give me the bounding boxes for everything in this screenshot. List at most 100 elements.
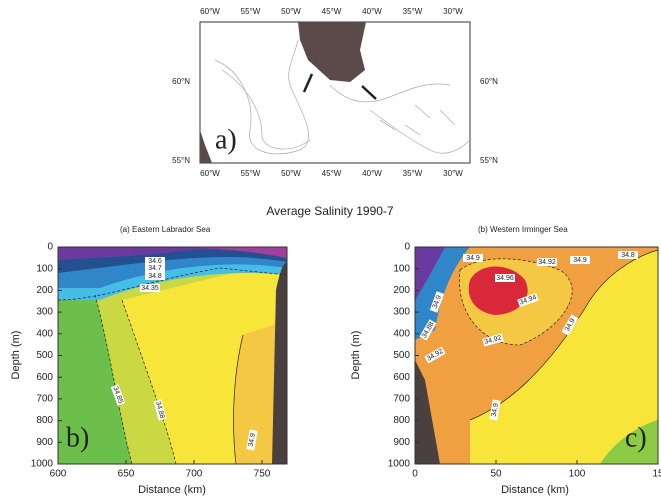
contour-label-bg (489, 399, 501, 421)
contour-label-bg (618, 251, 638, 259)
contour-label: 34.7 (145, 264, 165, 272)
contour-label-bg (424, 346, 446, 364)
contour-label-bg (463, 254, 483, 262)
contour-label-bg (110, 384, 126, 406)
y-axis-label: Depth (m) (10, 331, 22, 380)
y-tick-label: 500 (393, 350, 410, 361)
lon-tick-label: 40°W (362, 169, 382, 178)
contour-label-text: 34.9 (466, 255, 480, 262)
contour-label-text: 34.9 (491, 403, 500, 418)
contour-label-bg (145, 257, 165, 265)
panel-subtitle: (b) Western Irminger Sea (478, 225, 568, 234)
lon-tick-label: 30°W (443, 169, 463, 178)
contour-label-text: 34.8 (148, 273, 162, 280)
contour-label-bg (145, 272, 165, 280)
y-tick-label: 800 (393, 415, 410, 426)
map-label: a) (215, 124, 237, 155)
lat-tick-label: 60°N (480, 77, 498, 86)
lon-tick-label: 55°W (241, 169, 261, 178)
contour-label-bg (482, 333, 504, 347)
contour-label: 34.92 (537, 258, 557, 266)
lon-tick-label: 45°W (322, 7, 342, 16)
y-tick-label: 200 (393, 285, 410, 296)
contour-label-bg (495, 274, 515, 282)
contour-label-bg (429, 291, 445, 313)
contour-label: 34.8 (145, 272, 165, 280)
y-tick-label: 900 (393, 437, 410, 448)
y-tick-label: 400 (393, 328, 410, 339)
contour-label: 34.9 (570, 256, 590, 264)
panel-left: (a) Eastern Labrador Sea b) 34.634.734.8… (10, 225, 288, 496)
lon-tick-label: 35°W (403, 169, 423, 178)
contour-label-text: 34.7 (148, 265, 162, 272)
x-tick-label: 650 (118, 469, 135, 480)
x-axis-label: Distance (km) (501, 484, 569, 496)
contour-label-bg (145, 264, 165, 272)
contour-label-text: 34.92 (538, 259, 556, 266)
lon-tick-label: 60°W (200, 169, 220, 178)
x-tick-label: 100 (569, 469, 586, 480)
y-tick-label: 700 (393, 394, 410, 405)
contour-label-bg (246, 429, 258, 451)
panel-label: c) (625, 422, 647, 453)
map: a) 60°W 60°W 55°W 55°W 50°W 50°W 45°W 45°W 40°W 4… (172, 7, 498, 178)
panel-right: (b) Western Irminger Sea c) 34.9 34.96 34.… (350, 225, 659, 496)
y-tick-label: 0 (47, 242, 53, 253)
x-axis-label: Distance (km) (138, 484, 206, 496)
x-tick-label: 50 (490, 469, 502, 480)
contour-label: 34.6 (145, 257, 165, 265)
y-tick-label: 100 (36, 263, 53, 274)
contour-label-bg (153, 399, 167, 421)
x-tick-label: 15 (652, 469, 661, 480)
y-tick-label: 100 (393, 263, 410, 274)
y-tick-label: 300 (36, 307, 53, 318)
contour-label-bg (140, 284, 160, 292)
contour-label: 34.9 (429, 291, 445, 313)
contour-label-bg (561, 314, 579, 336)
contour-label-text: 34.92 (484, 335, 503, 346)
y-axis-label: Depth (m) (350, 331, 362, 380)
y-tick-label: 200 (36, 285, 53, 296)
contour-label: 34.92 (482, 333, 504, 347)
y-tick-label: 900 (36, 437, 53, 448)
x-tick-label: 600 (50, 469, 67, 480)
contour-label-bg (517, 292, 539, 308)
y-tick-label: 500 (36, 350, 53, 361)
figure-title: Average Salinity 1990-7 (266, 204, 394, 218)
panel-label: b) (66, 422, 89, 453)
lon-tick-label: 45°W (322, 169, 342, 178)
panel-subtitle: (a) Eastern Labrador Sea (120, 225, 211, 234)
lon-tick-label: 30°W (443, 7, 463, 16)
contour-label-text: 34.35 (141, 285, 159, 292)
y-tick-label: 300 (393, 307, 410, 318)
x-tick-label: 700 (186, 469, 203, 480)
contour-label: 34.35 (140, 284, 160, 292)
contour-label-bg (537, 258, 557, 266)
contour-label-text: 34.9 (248, 433, 257, 448)
lon-tick-label: 60°W (200, 7, 220, 16)
lon-tick-label: 50°W (281, 169, 301, 178)
contour-label: 34.88 (153, 399, 167, 421)
contour-label-text: 34.96 (496, 275, 514, 282)
lat-tick-label: 60°N (172, 77, 190, 86)
contour-label: 34.8 (618, 251, 638, 259)
contour-label-bg (570, 256, 590, 264)
lon-tick-label: 35°W (403, 7, 423, 16)
y-tick-label: 600 (393, 372, 410, 383)
contour-label-text: 34.6 (148, 258, 162, 265)
contour-label-bg (419, 319, 437, 341)
contour-label-text: 34.88 (154, 401, 165, 420)
x-tick-label: 750 (254, 469, 271, 480)
y-tick-label: 1000 (31, 459, 54, 470)
x-tick-label: 0 (412, 469, 418, 480)
lon-tick-label: 40°W (362, 7, 382, 16)
y-tick-label: 600 (36, 372, 53, 383)
lon-tick-label: 55°W (241, 7, 261, 16)
contour-label: 34.9 (489, 399, 501, 421)
contour-label: 34.96 (495, 274, 515, 282)
y-tick-label: 0 (404, 242, 410, 253)
contour-label-text: 34.8 (621, 252, 635, 259)
contour-label: 34.9 (246, 429, 258, 451)
lat-tick-label: 55°N (480, 156, 498, 165)
